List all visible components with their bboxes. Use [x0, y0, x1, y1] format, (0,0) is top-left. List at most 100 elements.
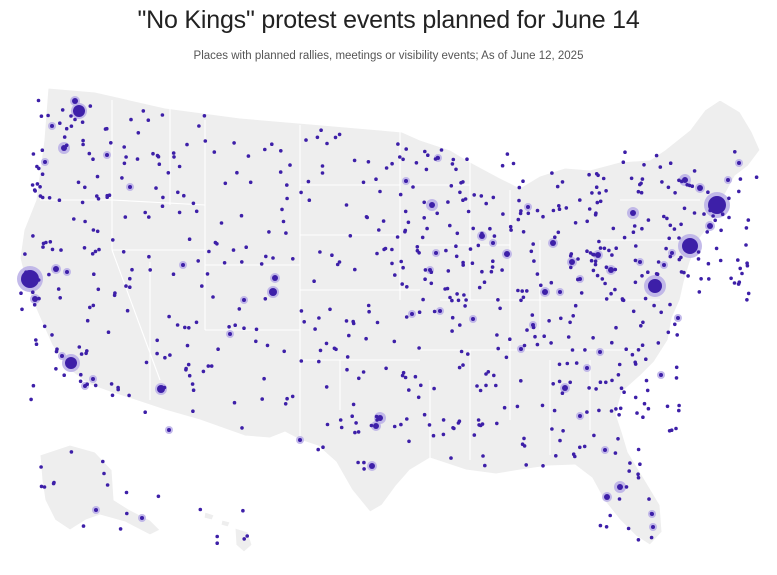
event-dot [525, 328, 529, 332]
event-dot [597, 191, 602, 195]
event-dot [654, 153, 659, 158]
event-dot [727, 215, 731, 220]
event-dot [395, 235, 400, 239]
event-dot [244, 245, 248, 249]
event-dot [431, 433, 436, 438]
event-dot [215, 534, 219, 539]
event-dot [535, 342, 540, 347]
event-dot [459, 349, 464, 354]
event-dot [646, 270, 650, 275]
event-dot [618, 406, 623, 411]
event-dot [50, 333, 54, 337]
event-dot [312, 279, 316, 284]
event-dot [737, 161, 741, 165]
event-dot [484, 372, 488, 376]
event-dot [197, 124, 201, 128]
event-dot [315, 135, 320, 140]
event-dot [446, 269, 451, 273]
event-dot [609, 409, 614, 413]
event-dot [633, 360, 637, 365]
event-dot [549, 280, 554, 285]
event-dot [555, 184, 560, 189]
event-dot [677, 403, 681, 408]
event-dot [708, 196, 726, 214]
event-dot [390, 261, 394, 266]
event-dot [624, 485, 629, 489]
event-dot [313, 327, 317, 331]
event-dot [39, 114, 44, 118]
event-dot [147, 215, 151, 219]
event-dot [254, 327, 259, 332]
event-dot [616, 437, 620, 441]
event-dot [191, 409, 195, 414]
event-dot [617, 362, 622, 367]
event-dot [172, 155, 176, 159]
event-dot [585, 410, 589, 414]
event-dot [128, 185, 132, 189]
event-dot [285, 183, 289, 187]
event-dot [212, 150, 217, 154]
event-dot [620, 297, 625, 301]
event-dot [377, 415, 383, 421]
event-dot [666, 185, 671, 190]
event-dot [23, 252, 27, 256]
event-dot [187, 237, 192, 241]
event-dot [231, 248, 236, 252]
event-dot [320, 171, 325, 175]
event-dot [443, 287, 447, 291]
event-dot [479, 233, 485, 239]
event-dot [498, 306, 502, 311]
event-dot [682, 238, 698, 254]
event-dot [673, 191, 677, 195]
event-dot [424, 167, 429, 172]
event-dot [451, 426, 455, 430]
event-dot [727, 196, 731, 201]
event-dot [707, 277, 711, 281]
event-dot [304, 138, 308, 142]
event-dot [579, 291, 584, 295]
event-dot [77, 345, 82, 349]
event-dot [339, 425, 344, 430]
event-dot [511, 161, 516, 166]
event-dot [475, 384, 479, 388]
event-dot [531, 323, 535, 327]
event-dot [90, 252, 95, 256]
event-dot [356, 430, 361, 434]
event-dot [745, 298, 749, 302]
event-dot [554, 454, 558, 458]
event-dot [682, 177, 688, 183]
event-dot [472, 433, 477, 437]
event-dot [30, 183, 35, 187]
event-dot [154, 186, 158, 190]
event-dot [450, 162, 455, 166]
event-dot [604, 380, 608, 385]
event-dot [595, 252, 601, 258]
event-dot [345, 355, 350, 359]
event-dot [610, 378, 614, 383]
event-dot [47, 196, 52, 200]
event-dot [352, 158, 357, 163]
event-dot [508, 337, 512, 342]
event-dot [549, 341, 553, 345]
event-dot [367, 309, 371, 314]
event-dot [594, 387, 598, 391]
event-dot [196, 259, 200, 263]
event-dot [354, 421, 358, 425]
event-dot [668, 161, 673, 165]
event-dot [636, 189, 641, 194]
event-dot [262, 376, 266, 381]
event-dot [463, 304, 467, 308]
event-dot [36, 98, 41, 103]
event-dot [239, 213, 244, 218]
event-dot [746, 291, 751, 296]
event-dot [638, 260, 642, 264]
event-dot [591, 268, 596, 273]
event-dot [500, 268, 504, 272]
event-dot [639, 324, 643, 328]
event-dot [405, 417, 409, 421]
event-dot [429, 281, 434, 286]
event-dot [624, 347, 628, 352]
event-dot [677, 236, 681, 240]
event-dot [495, 333, 499, 337]
event-dot [642, 401, 647, 406]
